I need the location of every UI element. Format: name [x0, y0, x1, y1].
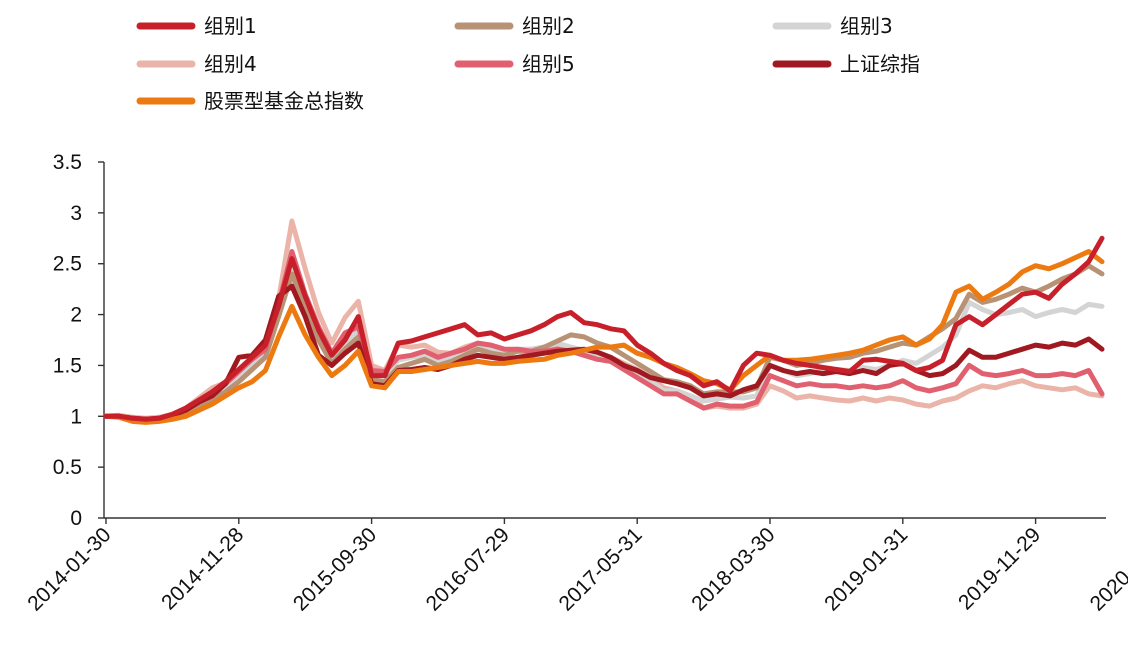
y-tick-label: 3 — [70, 202, 82, 225]
y-axis-ticks: 0 0.5 1 1.5 2 2.5 3 3.5 — [53, 151, 104, 530]
x-tick-label: 2017-05-31 — [555, 523, 647, 615]
y-tick-label: 1 — [70, 405, 82, 428]
x-tick-label: 2020-09-30 — [1086, 523, 1128, 615]
series-line-7 — [103, 235, 1105, 422]
x-tick-label: 2019-11-29 — [954, 523, 1045, 614]
y-tick-label: 0 — [70, 507, 82, 530]
x-tick-label: 2016-07-29 — [422, 523, 514, 615]
series-lines — [103, 218, 1105, 425]
series-line-6 — [103, 249, 1105, 425]
y-tick-label: 2 — [70, 304, 82, 327]
legend-label: 股票型基金总指数 — [204, 89, 364, 113]
legend-label: 组别4 — [204, 52, 257, 76]
legend-label: 组别2 — [522, 14, 575, 38]
legend-item: 组别2 — [454, 14, 575, 38]
y-tick-label: 2.5 — [53, 253, 82, 276]
legend-label: 组别5 — [522, 52, 575, 76]
y-tick-label: 1.5 — [53, 354, 82, 377]
axes — [103, 162, 1106, 519]
legend-item: 组别3 — [772, 14, 893, 38]
x-tick-label: 2014-01-30 — [23, 523, 115, 615]
y-tick-label: 0.5 — [53, 456, 82, 479]
legend-item: 组别5 — [454, 52, 575, 76]
legend-label: 上证综指 — [840, 52, 920, 76]
x-tick-label: 2015-09-30 — [289, 523, 381, 615]
legend-label: 组别3 — [840, 14, 893, 38]
legend-item: 上证综指 — [772, 52, 920, 76]
legend-label: 组别1 — [204, 14, 257, 38]
legend-item: 组别1 — [136, 14, 257, 38]
legend-item: 股票型基金总指数 — [136, 89, 364, 113]
x-tick-label: 2014-11-28 — [157, 523, 248, 614]
x-tick-label: 2018-03-30 — [687, 523, 779, 615]
legend-item: 组别4 — [136, 52, 257, 76]
y-tick-label: 3.5 — [53, 151, 82, 174]
x-axis-ticks: 2014-01-30 2014-11-28 2015-09-30 2016-07-29… — [23, 518, 1128, 615]
x-tick-label: 2019-01-31 — [820, 523, 912, 615]
